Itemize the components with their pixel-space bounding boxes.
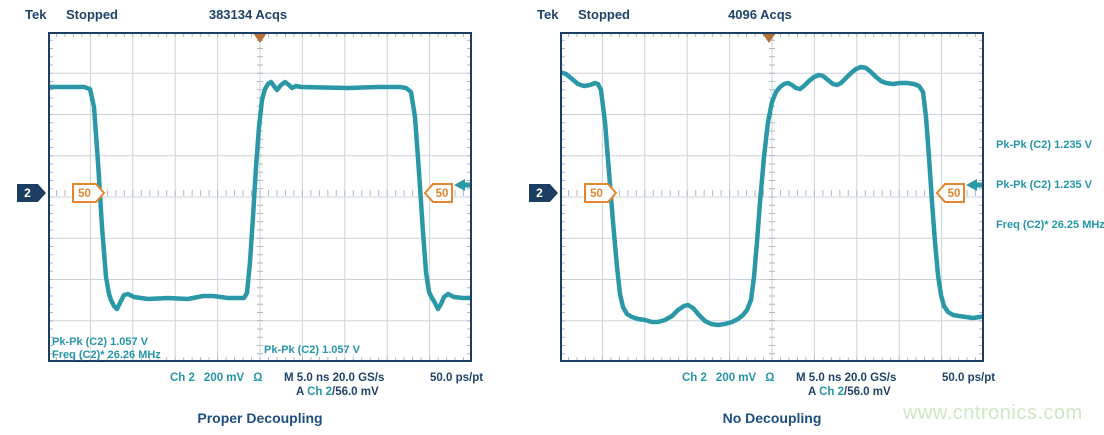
trigger-level-tag-left	[72, 183, 106, 203]
channel-2-marker: 2	[17, 184, 46, 202]
trigger-level-tag-right-label: 50	[948, 188, 961, 200]
acquisition-count: 383134 Acqs	[208, 7, 288, 22]
channel-readout: Ch 2 200 mV Ω	[170, 372, 271, 384]
oscilloscope-panel-right: Tek Stopped 4096 Acqs 2 50 50 Pk-Pk (C2) …	[512, 0, 1104, 435]
channel-label: Ch 2	[682, 372, 707, 384]
graticule-border	[560, 32, 984, 362]
trigger-prefix: A	[296, 386, 308, 398]
trigger-readout: A Ch 2/56.0 mV	[296, 386, 379, 398]
acquisition-status: Stopped	[66, 7, 118, 22]
timebase-readout: M 5.0 ns 20.0 GS/s	[284, 372, 385, 384]
measurement-pkpk-mid: Pk-Pk (C2) 1.057 V	[264, 344, 360, 356]
trigger-readout: A Ch 2/56.0 mV	[808, 386, 891, 398]
measurement-freq: Freq (C2)* 26.26 MHz	[52, 349, 161, 361]
impedance-symbol: Ω	[765, 372, 775, 384]
timebase-readout: M 5.0 ns 20.0 GS/s	[796, 372, 897, 384]
watermark: www.cntronics.com	[903, 402, 1083, 424]
trigger-level-arrow-icon	[966, 179, 984, 191]
trigger-position-icon	[762, 33, 776, 43]
trigger-level-value: /56.0 mV	[844, 386, 891, 398]
measurement-pkpk: Pk-Pk (C2) 1.057 V	[52, 336, 148, 348]
tek-logo: Tek	[25, 7, 47, 22]
trigger-position-icon	[253, 33, 267, 43]
graticule-border	[48, 32, 472, 362]
measurement-freq: Freq (C2)* 26.25 MHz	[996, 219, 1104, 231]
trigger-level-tag-left-label: 50	[78, 188, 91, 200]
graticule: 50 50	[48, 32, 472, 362]
measurement-pkpk-1: Pk-Pk (C2) 1.235 V	[996, 139, 1092, 151]
waveform-trace	[560, 64, 984, 328]
tek-logo: Tek	[537, 7, 559, 22]
resolution-readout: 50.0 ps/pt	[942, 372, 996, 384]
trigger-level-tag-left-label: 50	[590, 188, 603, 200]
trigger-level-value: /56.0 mV	[332, 386, 379, 398]
measurement-pkpk-2: Pk-Pk (C2) 1.235 V	[996, 179, 1092, 191]
channel-label: Ch 2	[170, 372, 195, 384]
trigger-level-tag-right	[935, 183, 965, 203]
figure-caption-left: Proper Decoupling	[197, 410, 323, 426]
trigger-source: Ch 2	[819, 386, 844, 398]
channel-readout: Ch 2 200 mV Ω	[682, 372, 783, 384]
trigger-source: Ch 2	[307, 386, 332, 398]
acquisition-status: Stopped	[578, 7, 630, 22]
oscilloscope-panel-left: Tek Stopped 383134 Acqs 2 50 50 Pk-Pk (C2…	[17, 7, 484, 426]
impedance-symbol: Ω	[253, 372, 263, 384]
vertical-scale: 200 mV	[203, 372, 245, 384]
figure-caption-right: No Decoupling	[722, 410, 822, 426]
acquisition-count: 4096 Acqs	[728, 7, 792, 22]
channel-2-marker: 2	[529, 184, 558, 202]
resolution-readout: 50.0 ps/pt	[430, 372, 484, 384]
trigger-level-tag-left	[584, 183, 618, 203]
vertical-scale: 200 mV	[715, 372, 757, 384]
trigger-level-tag-right	[423, 183, 453, 203]
graticule: 50 50	[560, 32, 984, 362]
trigger-level-tag-right-label: 50	[436, 188, 449, 200]
trigger-level-arrow-icon	[454, 179, 472, 191]
trigger-prefix: A	[808, 386, 820, 398]
waveform-trace	[48, 79, 472, 312]
